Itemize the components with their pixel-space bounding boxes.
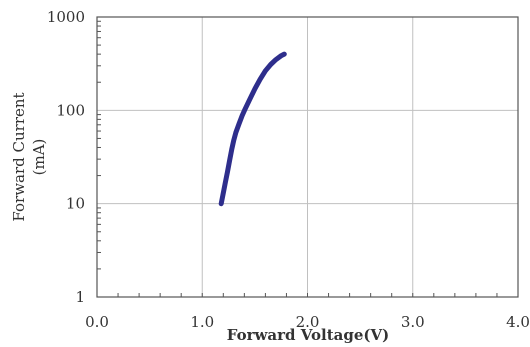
y-tick-label: 10 bbox=[66, 195, 85, 213]
x-tick-label: 3.0 bbox=[401, 313, 425, 331]
x-axis-label: Forward Voltage(V) bbox=[227, 326, 389, 344]
y-tick-labels: 1 10 100 1000 bbox=[47, 8, 85, 306]
x-tick-labels: 0.0 1.0 2.0 3.0 4.0 bbox=[85, 313, 530, 331]
x-tick-label: 2.0 bbox=[296, 313, 320, 331]
x-tick-label: 4.0 bbox=[506, 313, 530, 331]
grid bbox=[97, 17, 518, 297]
y-axis-label-line1: Forward Current bbox=[10, 92, 28, 221]
y-tick-label: 1000 bbox=[47, 8, 85, 26]
x-tick-label: 1.0 bbox=[190, 313, 214, 331]
y-axis-label-line2: (mA) bbox=[30, 139, 48, 176]
y-tick-label: 100 bbox=[56, 101, 85, 119]
y-axis-label: Forward Current (mA) bbox=[10, 92, 48, 221]
y-tick-label: 1 bbox=[75, 288, 85, 306]
series-layer bbox=[218, 51, 287, 207]
minor-ticks bbox=[97, 20, 498, 297]
series-line bbox=[218, 51, 287, 207]
x-tick-label: 0.0 bbox=[85, 313, 109, 331]
plot-frame bbox=[96, 16, 519, 298]
